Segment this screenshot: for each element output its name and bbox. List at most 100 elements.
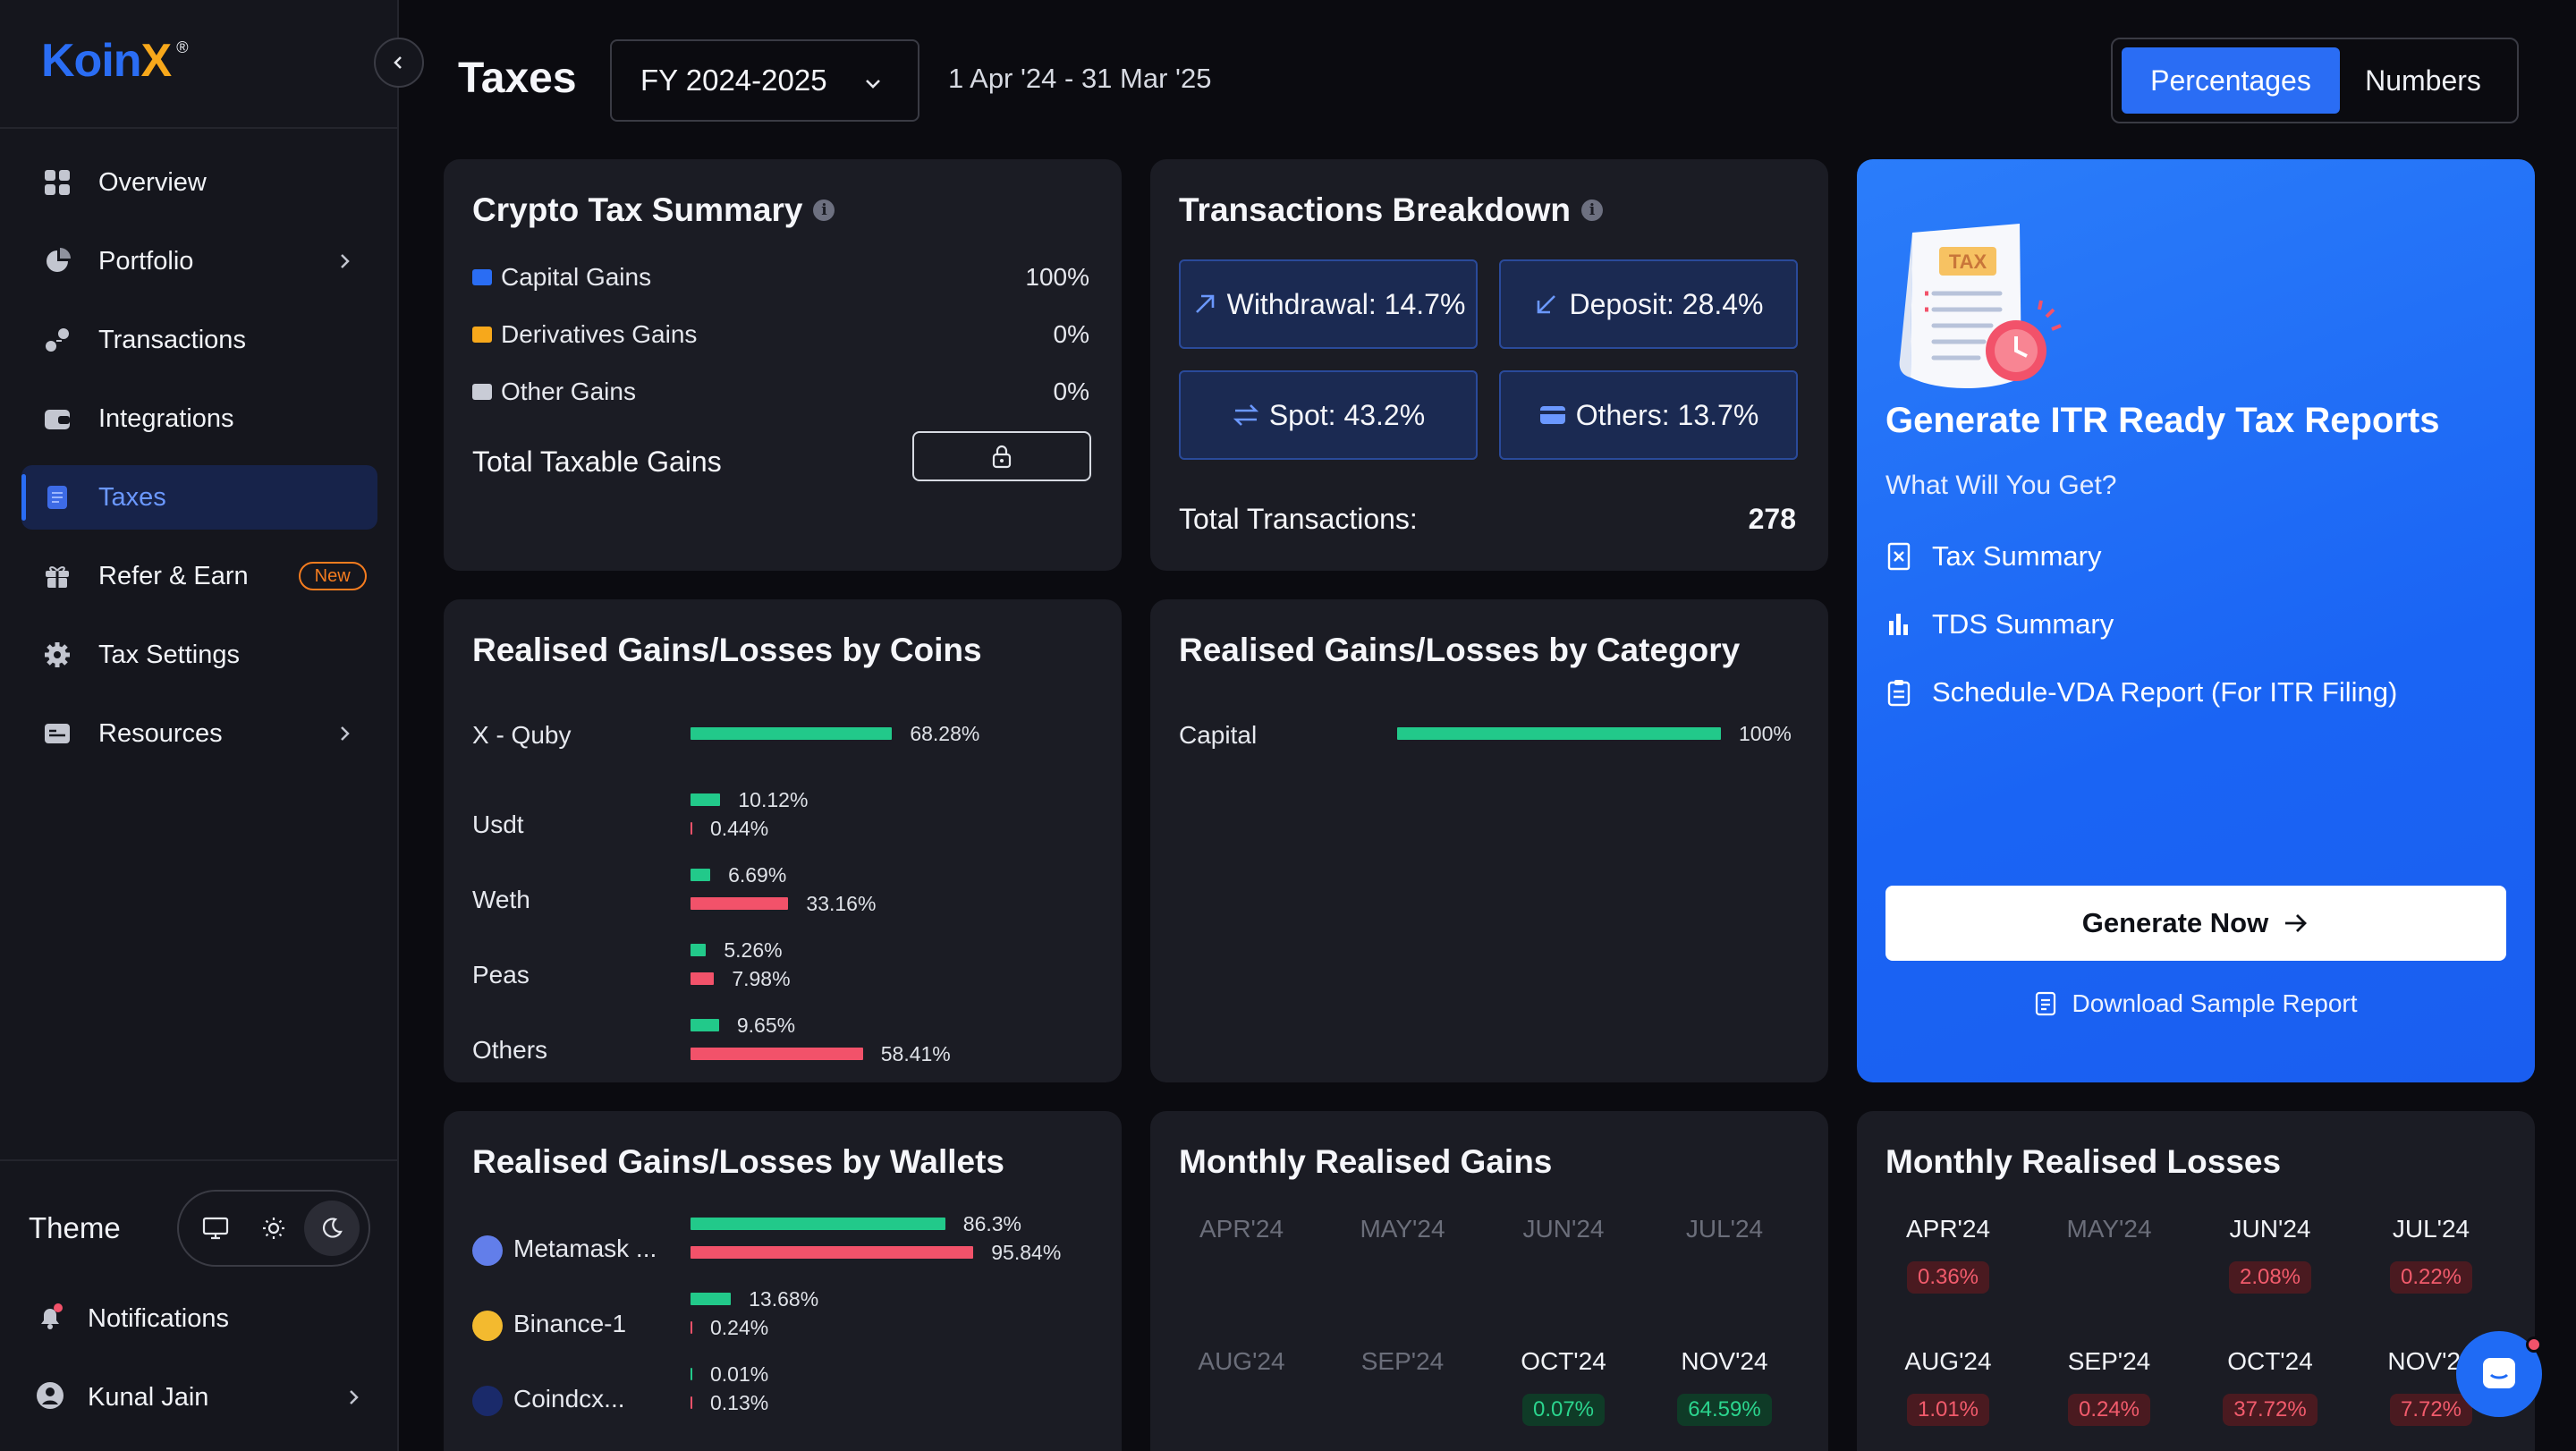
month-label: AUG'24 — [1198, 1347, 1285, 1375]
monthly-gains-card: Monthly Realised Gains APR'24 MAY'24 JUN'2… — [1150, 1111, 1828, 1451]
spot-stat[interactable]: Spot: 43.2% — [1179, 370, 1478, 460]
gain-bar — [691, 869, 711, 881]
lock-icon — [992, 445, 1012, 469]
month-value: 0.24% — [2067, 1394, 2151, 1426]
clipboard-icon — [1887, 680, 1911, 707]
view-toggle: Percentages Numbers — [2111, 38, 2519, 123]
loss-bar — [691, 972, 715, 985]
sidebar-item-label: Transactions — [98, 325, 246, 354]
wallet-icon — [41, 403, 73, 435]
sun-icon[interactable] — [246, 1201, 301, 1256]
legend-swatch — [472, 269, 492, 285]
card-title: Transactions Breakdown i — [1179, 191, 1603, 229]
koinx-logo[interactable]: KoinX ® — [41, 35, 189, 87]
document-icon — [41, 481, 73, 513]
gain-percent: 9.65% — [736, 1013, 796, 1037]
legend-swatch — [472, 384, 492, 400]
sidebar-item-tax-settings[interactable]: Tax Settings — [21, 623, 377, 687]
gear-icon — [41, 639, 73, 671]
gain-bar — [691, 793, 721, 806]
month-label: MAY'24 — [1360, 1215, 1445, 1243]
month-value: 37.72% — [2223, 1394, 2318, 1426]
month-cell: OCT'24 0.07% — [1483, 1347, 1644, 1426]
card-title: Monthly Realised Losses — [1885, 1143, 2282, 1180]
sidebar-item-resources[interactable]: Resources — [21, 701, 377, 766]
month-label: JUN'24 — [2229, 1215, 2311, 1243]
sidebar-item-integrations[interactable]: Integrations — [21, 386, 377, 451]
moon-icon[interactable] — [304, 1201, 360, 1256]
deposit-stat[interactable]: Deposit: 28.4% — [1499, 259, 1798, 349]
loss-bar — [691, 1048, 863, 1060]
withdrawal-stat[interactable]: Withdrawal: 14.7% — [1179, 259, 1478, 349]
download-sample-report-link[interactable]: Download Sample Report — [1857, 989, 2535, 1018]
pie-chart-icon — [41, 245, 73, 277]
new-badge: New — [298, 562, 367, 590]
coindcx-icon — [472, 1385, 503, 1416]
chevron-down-icon — [860, 70, 886, 104]
month-label: JUL'24 — [1685, 1215, 1764, 1243]
collapse-sidebar-button[interactable] — [374, 38, 424, 88]
card-icon — [1539, 406, 1565, 424]
row-name: X - Quby — [472, 721, 572, 749]
sidebar-item-label: Refer & Earn — [98, 561, 249, 590]
numbers-toggle[interactable]: Numbers — [2365, 64, 2481, 97]
row-name: Binance-1 — [472, 1310, 626, 1341]
info-icon[interactable]: i — [813, 199, 835, 221]
month-label: OCT'24 — [1521, 1347, 1606, 1375]
gain-bar — [691, 944, 707, 956]
month-cell: JUN'24 2.08% — [2190, 1215, 2351, 1294]
fy-select[interactable]: FY 2024-2025 — [610, 39, 919, 122]
user-profile[interactable]: Kunal Jain — [36, 1370, 367, 1424]
others-stat[interactable]: Others: 13.7% — [1499, 370, 1798, 460]
month-label: APR'24 — [1199, 1215, 1284, 1243]
loss-bar-line: 7.98% — [691, 964, 791, 993]
binance-icon — [472, 1310, 503, 1341]
generate-now-button[interactable]: Generate Now — [1885, 886, 2506, 961]
card-title: Crypto Tax Summary i — [472, 191, 835, 229]
sidebar-item-label: Integrations — [98, 403, 234, 433]
row-name: Metamask ... — [472, 1235, 657, 1266]
itr-report-promo-card: TAX Generate ITR Ready Tax Reports What … — [1857, 159, 2535, 1082]
chevron-right-icon — [333, 249, 358, 278]
gain-bar-line: 6.69% — [691, 861, 786, 889]
month-label: OCT'24 — [2227, 1347, 2313, 1375]
gain-bar-line: 13.68% — [691, 1285, 818, 1313]
sidebar-item-transactions[interactable]: Transactions — [21, 308, 377, 372]
locked-value-button[interactable] — [912, 431, 1091, 481]
date-range: 1 Apr '24 - 31 Mar '25 — [948, 63, 1212, 94]
month-cell: AUG'24 1.01% — [1868, 1347, 2029, 1426]
other-gains-row: Other Gains 0% — [472, 374, 1089, 410]
swap-icon — [1233, 404, 1258, 426]
chevron-right-icon — [333, 721, 358, 751]
gain-bar-line: 9.65% — [691, 1011, 795, 1039]
month-label: SEP'24 — [1360, 1347, 1445, 1375]
theme-switcher: Theme — [29, 1190, 370, 1267]
sidebar-item-label: Resources — [98, 718, 223, 748]
sidebar-item-taxes[interactable]: Taxes — [21, 465, 377, 530]
sidebar-item-refer-earn[interactable]: Refer & Earn New — [21, 544, 377, 608]
gain-percent: 6.69% — [728, 862, 787, 887]
ethereum-icon — [472, 1235, 503, 1266]
unread-dot — [2526, 1336, 2542, 1353]
notifications-label: Notifications — [88, 1303, 229, 1333]
theme-label: Theme — [29, 1211, 121, 1244]
support-chat-button[interactable] — [2456, 1331, 2542, 1417]
loss-bar — [691, 1396, 692, 1409]
fy-selected-value: FY 2024-2025 — [640, 64, 827, 97]
promo-item-schedule-vda: Schedule-VDA Report (For ITR Filing) — [1885, 675, 2397, 710]
info-icon[interactable]: i — [1580, 199, 1603, 221]
month-label: MAY'24 — [2066, 1215, 2152, 1243]
sidebar-item-overview[interactable]: Overview — [21, 150, 377, 215]
loss-percent: 0.44% — [710, 816, 769, 840]
monitor-icon[interactable] — [188, 1201, 243, 1256]
percentages-toggle[interactable]: Percentages — [2122, 47, 2340, 114]
arrow-down-left-icon — [1538, 295, 1556, 314]
month-cell: APR'24 — [1161, 1215, 1322, 1243]
sidebar-item-label: Portfolio — [98, 246, 194, 276]
loss-percent: 58.41% — [880, 1041, 951, 1065]
sidebar-item-portfolio[interactable]: Portfolio — [21, 229, 377, 293]
notifications-link[interactable]: Notifications — [36, 1292, 367, 1345]
card-title: Monthly Realised Gains — [1179, 1143, 1553, 1180]
gain-bar-line: 5.26% — [691, 936, 783, 964]
month-value: 64.59% — [1677, 1394, 1772, 1426]
